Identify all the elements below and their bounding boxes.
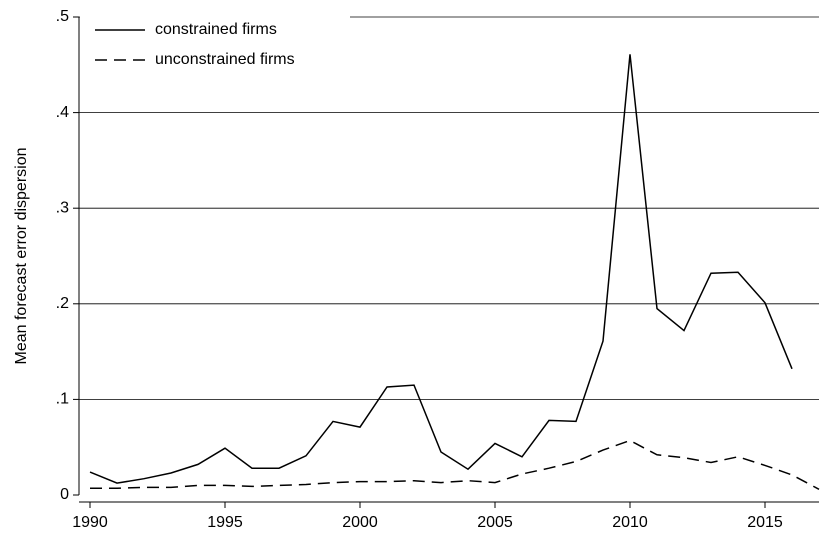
series-line	[89, 54, 793, 484]
x-tick-label: 2005	[477, 514, 513, 531]
y-tick-label: 0	[60, 486, 69, 503]
y-axis-label: Mean forecast error dispersion	[13, 148, 30, 365]
y-tick-label: .2	[56, 295, 69, 312]
x-tick-label: 2000	[342, 514, 378, 531]
x-tick-label: 2015	[747, 514, 783, 531]
legend-box	[80, 0, 350, 76]
y-tick-label: .1	[56, 391, 69, 408]
y-tick-label: .5	[56, 8, 69, 25]
y-tick-label: .3	[56, 199, 69, 216]
legend-label: constrained firms	[155, 21, 277, 38]
series-line	[90, 439, 820, 490]
y-tick-label: .4	[56, 104, 69, 121]
x-tick-label: 2010	[612, 514, 648, 531]
x-tick-label: 1990	[72, 514, 108, 531]
legend-label: unconstrained firms	[155, 51, 295, 68]
x-tick-label: 1995	[207, 514, 243, 531]
